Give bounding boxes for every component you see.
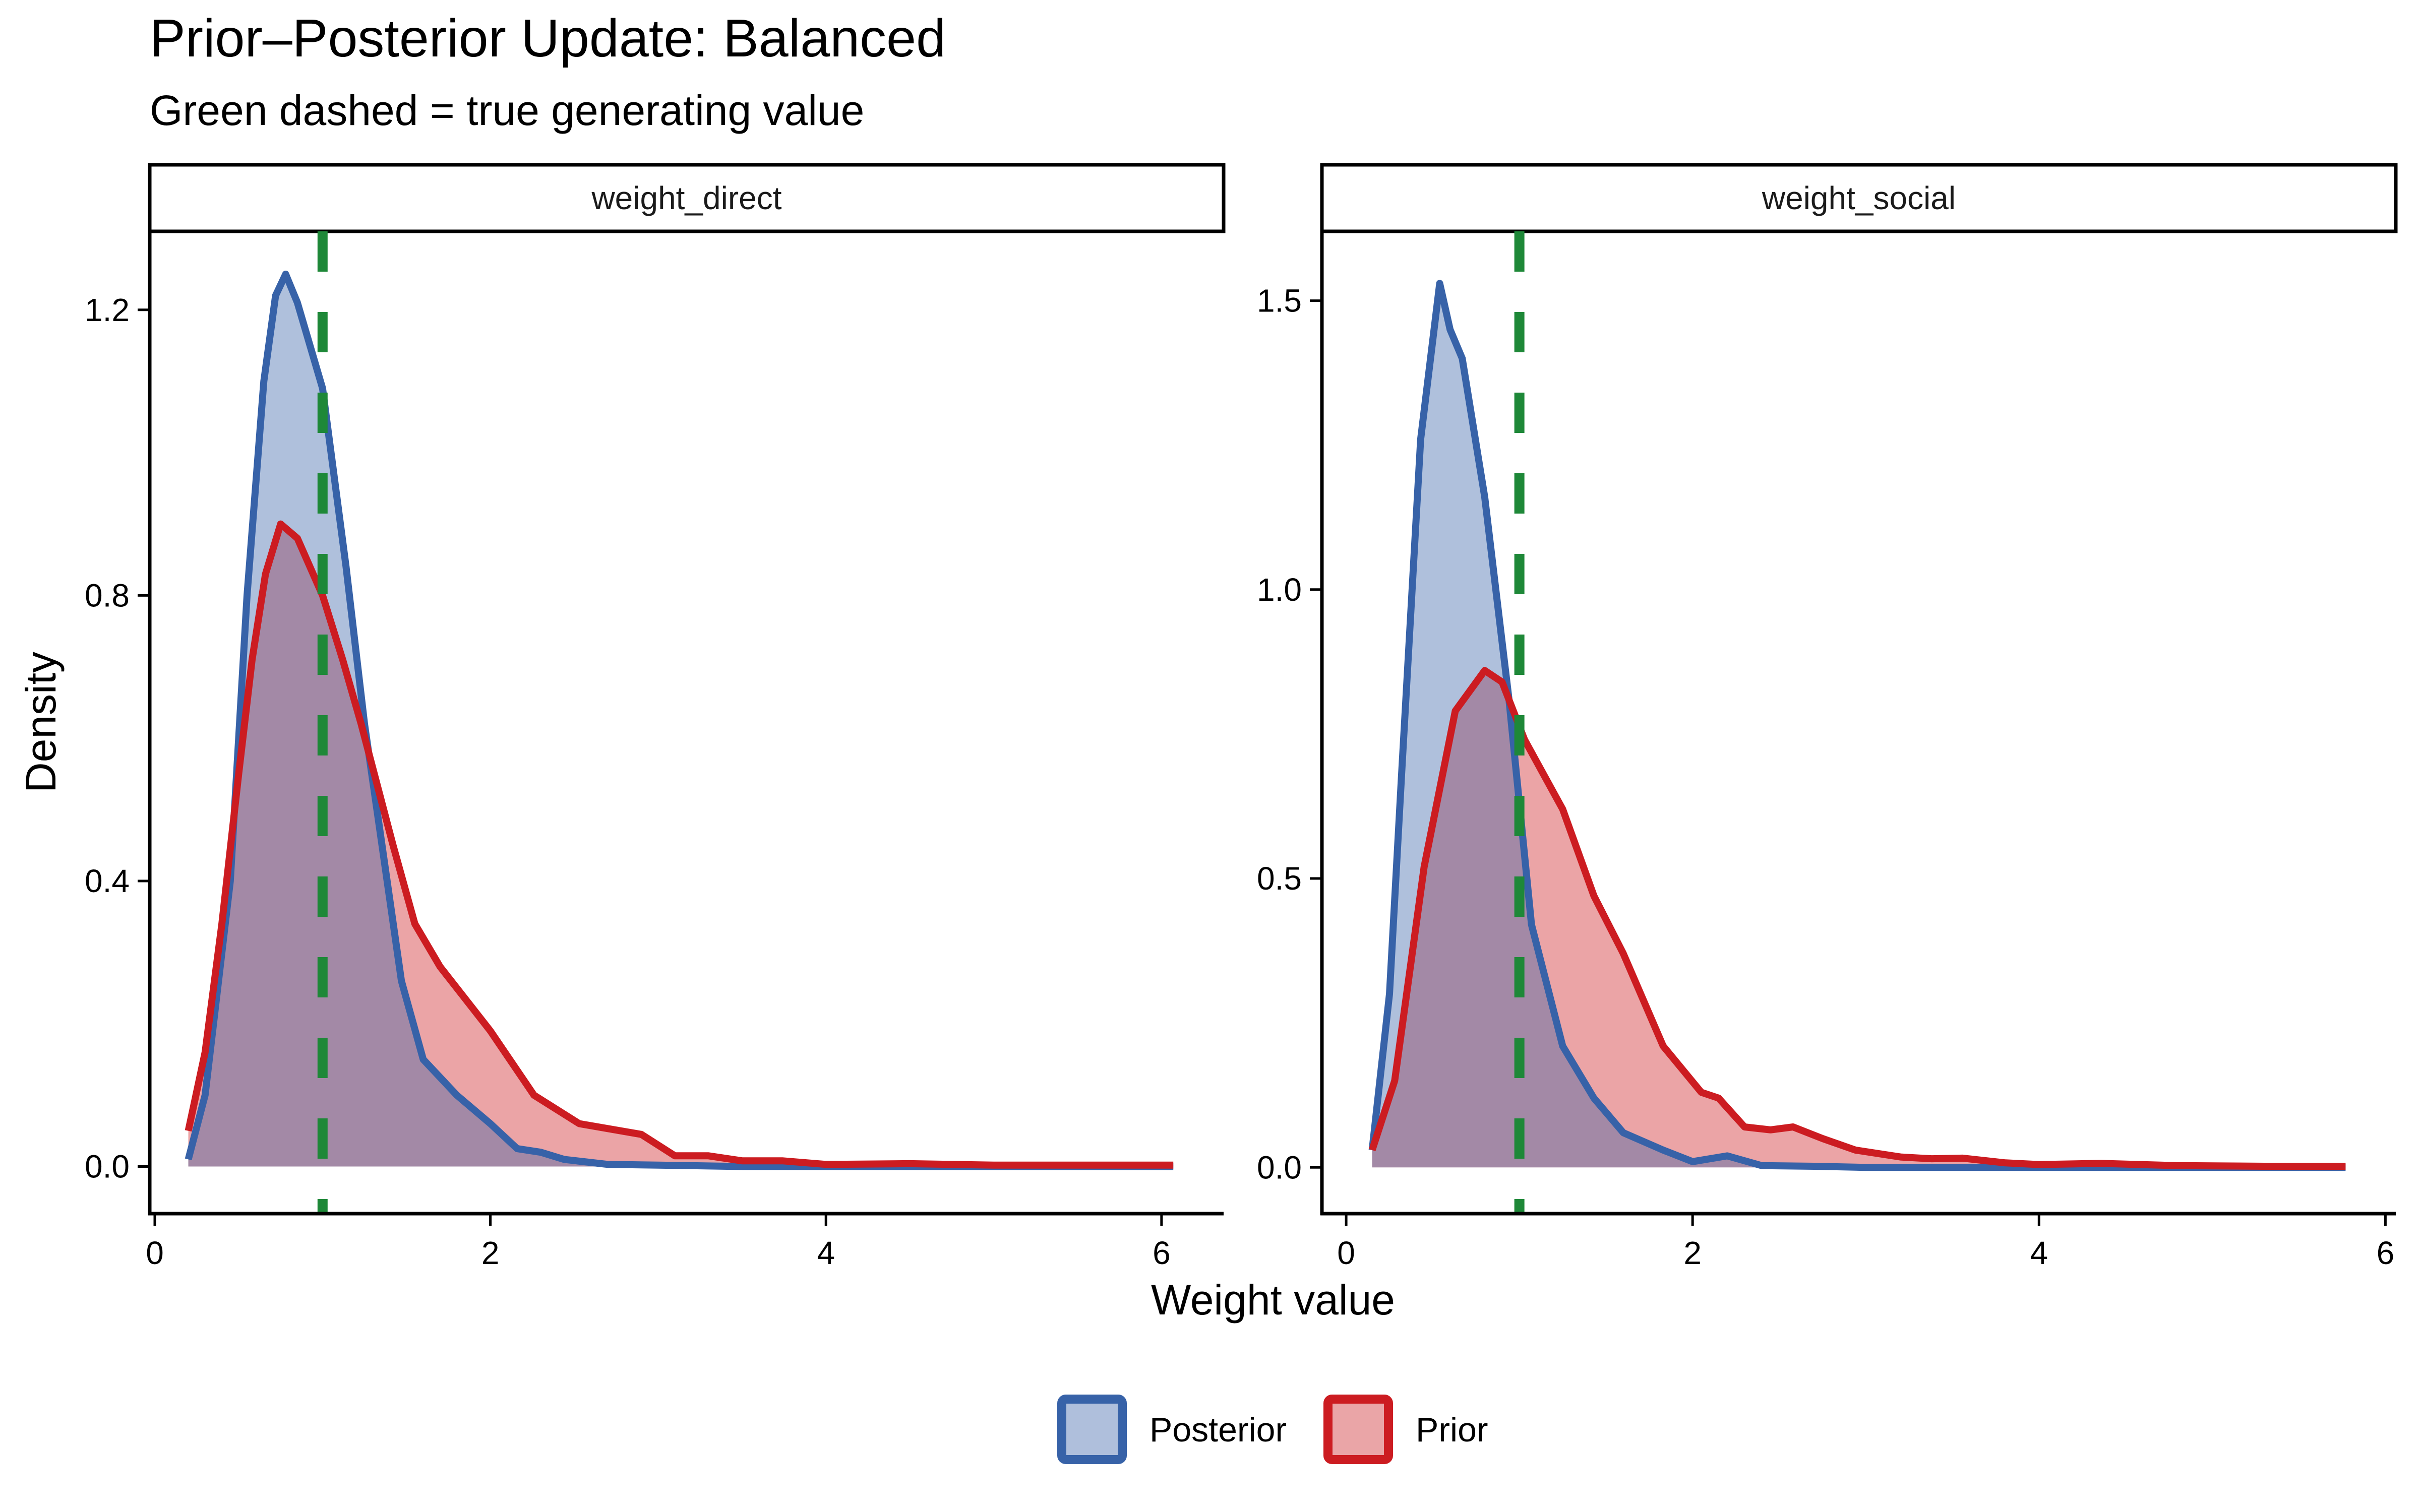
y-axis-title: Density bbox=[17, 652, 65, 793]
x-tick-label: 0 bbox=[146, 1235, 164, 1271]
legend-item-prior: Prior bbox=[1323, 1395, 1488, 1464]
panel-weight_social: weight_social 0 2 4 6 0.0 0.5 1.0 1.5 bbox=[1257, 163, 2398, 1271]
facet-strip bbox=[1320, 163, 2398, 233]
density-line-prior bbox=[1368, 667, 2346, 1170]
chart-subtitle: Green dashed = true generating value bbox=[150, 87, 864, 134]
facet-strip bbox=[148, 163, 1226, 233]
legend-label: Prior bbox=[1416, 1411, 1488, 1449]
density-area-posterior bbox=[188, 274, 1174, 1167]
density-line-posterior bbox=[1368, 280, 2346, 1171]
facet-strip-label: weight_direct bbox=[591, 180, 781, 216]
legend-item-posterior: Posterior bbox=[1057, 1395, 1287, 1464]
y-tick-label: 0.4 bbox=[85, 863, 130, 899]
y-tick-label: 0.8 bbox=[85, 577, 130, 613]
x-tick-label: 4 bbox=[2030, 1235, 2048, 1271]
density-area-prior bbox=[1372, 670, 2346, 1168]
plot-area bbox=[185, 231, 1174, 1214]
y-tick-label: 0.5 bbox=[1257, 860, 1302, 897]
chart-title: Prior–Posterior Update: Balanced bbox=[150, 9, 946, 68]
legend: Posterior Prior bbox=[1057, 1395, 1488, 1464]
legend-key-prior bbox=[1323, 1395, 1393, 1464]
density-area-posterior bbox=[1372, 283, 2346, 1168]
x-tick-label: 6 bbox=[2377, 1235, 2395, 1271]
legend-label: Posterior bbox=[1150, 1411, 1287, 1449]
x-tick-label: 6 bbox=[1153, 1235, 1171, 1271]
x-tick-label: 4 bbox=[817, 1235, 835, 1271]
x-tick-label: 2 bbox=[481, 1235, 500, 1271]
density-area-prior bbox=[188, 524, 1174, 1167]
x-tick-label: 0 bbox=[1337, 1235, 1355, 1271]
density-line-posterior bbox=[185, 271, 1174, 1170]
y-tick-label: 1.2 bbox=[85, 292, 130, 328]
y-tick-label: 0.0 bbox=[1257, 1149, 1302, 1185]
panel-weight_direct: weight_direct 0 2 4 6 0.0 0.4 0.8 1.2 bbox=[85, 163, 1226, 1271]
legend-key-posterior bbox=[1057, 1395, 1127, 1464]
facet-strip-label: weight_social bbox=[1762, 180, 1956, 216]
x-axis-title: Weight value bbox=[1151, 1276, 1395, 1324]
x-tick-label: 2 bbox=[1683, 1235, 1702, 1271]
plot-area bbox=[1368, 231, 2346, 1214]
y-tick-label: 1.0 bbox=[1257, 572, 1302, 608]
y-tick-label: 0.0 bbox=[85, 1149, 130, 1185]
density-line-prior bbox=[185, 520, 1174, 1169]
y-tick-label: 1.5 bbox=[1257, 283, 1302, 319]
panels: weight_direct 0 2 4 6 0.0 0.4 0.8 1.2 weight_soci… bbox=[85, 163, 2398, 1271]
